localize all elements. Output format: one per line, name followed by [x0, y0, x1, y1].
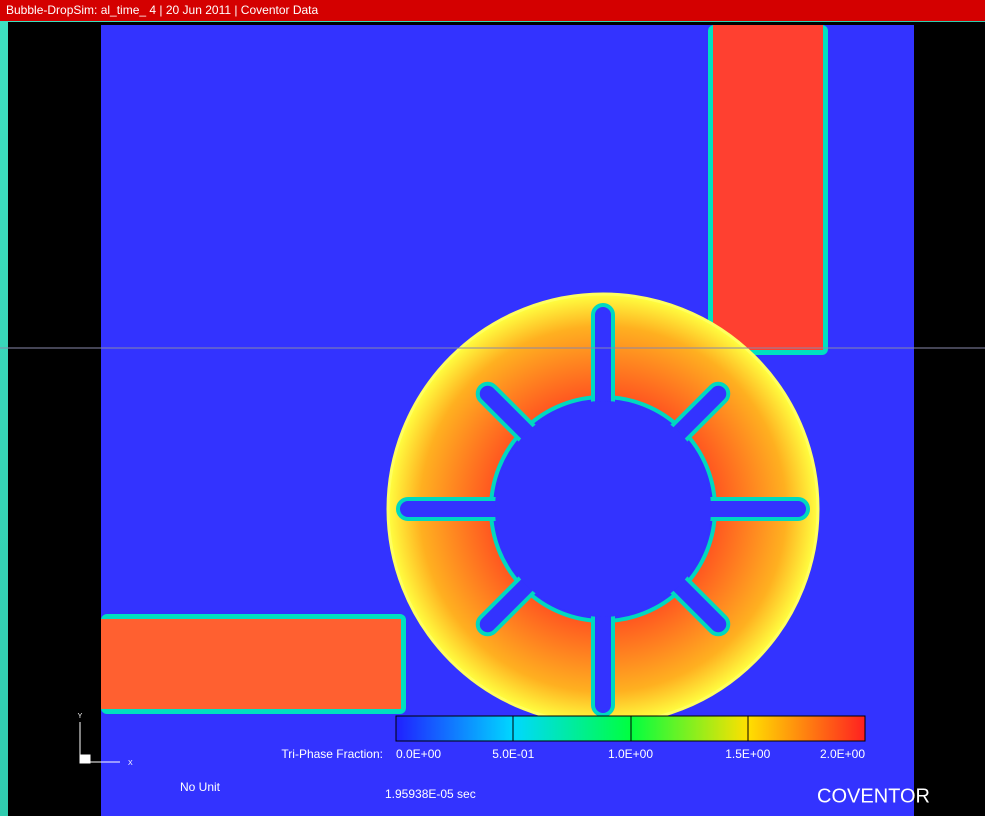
colorbar-label: Tri-Phase Fraction: — [281, 747, 383, 761]
brand: COVENTOR — [817, 785, 930, 807]
colorbar-tick-label: 2.0E+00 — [820, 747, 865, 761]
colorbar-tick-label: 1.5E+00 — [725, 747, 770, 761]
outlet-channel — [713, 25, 823, 350]
colorbar-tick-label: 1.0E+00 — [608, 747, 653, 761]
inlet-channel — [101, 619, 401, 709]
axis-x: X — [128, 760, 133, 767]
colorbar-tick-label: 5.0E-01 — [492, 747, 534, 761]
unit-label: No Unit — [180, 780, 221, 794]
page: Bubble-DropSim: al_time_ 4 | 20 Jun 2011… — [0, 0, 985, 816]
axis-y: Y — [78, 713, 83, 720]
colorbar-tick-label: 0.0E+00 — [396, 747, 441, 761]
title-text: Bubble-DropSim: al_time_ 4 | 20 Jun 2011… — [6, 3, 319, 17]
time-label: 1.95938E-05 sec — [385, 787, 476, 801]
viewer: Bubble-DropSim: al_time_ 4 | 20 Jun 2011… — [0, 0, 985, 816]
